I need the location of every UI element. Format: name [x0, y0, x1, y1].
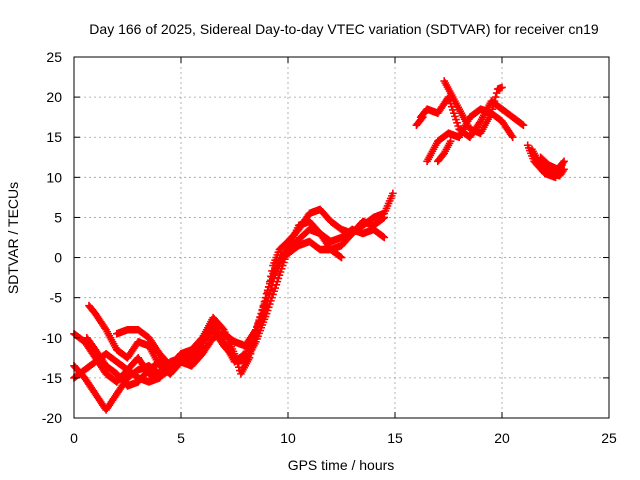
x-tick-label: 15: [387, 430, 403, 446]
data-point: [269, 290, 277, 299]
data-point: [452, 115, 460, 124]
data-point: [264, 303, 273, 312]
data-point: [488, 105, 497, 113]
data-point: [259, 318, 268, 326]
data-point: [337, 253, 346, 262]
data-point: [560, 157, 568, 166]
grid-lines: [74, 57, 609, 418]
y-tick-label: -20: [42, 410, 62, 426]
data-point: [379, 232, 388, 241]
x-tick-label: 20: [494, 430, 510, 446]
y-tick-label: -5: [50, 290, 63, 306]
data-point: [264, 283, 273, 291]
data-point: [274, 274, 283, 283]
data-point: [445, 96, 454, 105]
y-axis-tick-labels: -20 -15 -10 -5 0 5 10 15 20 25: [42, 49, 62, 426]
data-point: [261, 312, 270, 321]
plot-frame: [73, 56, 610, 419]
data-point: [270, 287, 278, 296]
y-tick-label: 0: [54, 250, 62, 266]
data-point: [453, 118, 461, 127]
data-point: [260, 297, 269, 306]
data-point: [454, 122, 462, 130]
data-point: [278, 261, 287, 270]
data-point: [263, 306, 272, 315]
y-tick-label: 20: [46, 89, 62, 105]
data-point: [257, 323, 266, 332]
data-point: [267, 297, 275, 305]
y-tick-label: 5: [54, 209, 62, 225]
data-point: [253, 335, 261, 343]
y-tick-label: 15: [46, 129, 62, 145]
data-point: [166, 362, 175, 370]
data-point: [280, 255, 289, 263]
data-point: [519, 121, 528, 129]
data-point: [283, 248, 291, 257]
data-point: [276, 268, 285, 276]
x-tick-label: 0: [70, 430, 78, 446]
data-point: [380, 233, 389, 242]
x-tick-label: 25: [601, 430, 617, 446]
y-tick-label: -10: [42, 330, 62, 346]
data-point: [266, 279, 274, 288]
data-point: [262, 289, 271, 298]
y-axis-label: SDTVAR / TECUs: [5, 182, 21, 294]
data-point: [256, 326, 264, 335]
data-point: [254, 332, 262, 340]
data-point: [498, 83, 506, 92]
data-point: [450, 109, 458, 117]
data-point: [277, 264, 286, 273]
data-point: [560, 165, 568, 174]
data-point: [272, 281, 281, 289]
data-point: [419, 113, 427, 121]
data-point: [187, 362, 196, 370]
data-point: [489, 101, 498, 109]
x-tick-label: 10: [280, 430, 296, 446]
data-point: [266, 300, 274, 308]
chart-title: Day 166 of 2025, Sidereal Day-to-day VTE…: [89, 21, 599, 37]
data-point: [258, 321, 267, 329]
y-tick-label: 10: [46, 169, 62, 185]
data-point: [491, 93, 500, 101]
data-point: [273, 277, 282, 286]
x-axis-tick-labels: 0 5 10 15 20 25: [70, 430, 617, 446]
y-tick-label: -15: [42, 370, 62, 386]
data-point: [379, 214, 388, 223]
x-axis-label: GPS time / hours: [288, 457, 395, 473]
data-point: [268, 273, 276, 281]
data-point: [262, 309, 271, 318]
data-point: [336, 252, 345, 261]
data-points: [70, 77, 568, 414]
data-point: [380, 213, 389, 222]
data-point: [259, 301, 268, 310]
data-point: [271, 284, 279, 292]
data-point: [268, 293, 276, 302]
data-point: [508, 133, 517, 142]
axis-ticks: [73, 56, 610, 419]
data-point: [263, 286, 272, 295]
data-point: [260, 315, 269, 324]
data-point: [389, 189, 397, 198]
data-point: [446, 137, 455, 146]
data-point: [451, 112, 459, 121]
data-point: [261, 293, 270, 302]
data-point: [448, 106, 457, 114]
data-point: [490, 97, 499, 105]
x-tick-label: 5: [177, 430, 185, 446]
data-point: [267, 276, 275, 285]
data-point: [447, 102, 456, 111]
y-tick-label: 25: [46, 49, 62, 65]
data-point: [282, 252, 290, 260]
data-point: [492, 89, 501, 97]
data-point: [279, 258, 288, 267]
data-point: [252, 337, 260, 346]
data-point: [518, 120, 527, 129]
data-point: [487, 109, 496, 117]
data-point: [258, 305, 267, 314]
data-point: [275, 271, 284, 280]
data-point: [256, 313, 264, 322]
data-point: [255, 329, 263, 338]
